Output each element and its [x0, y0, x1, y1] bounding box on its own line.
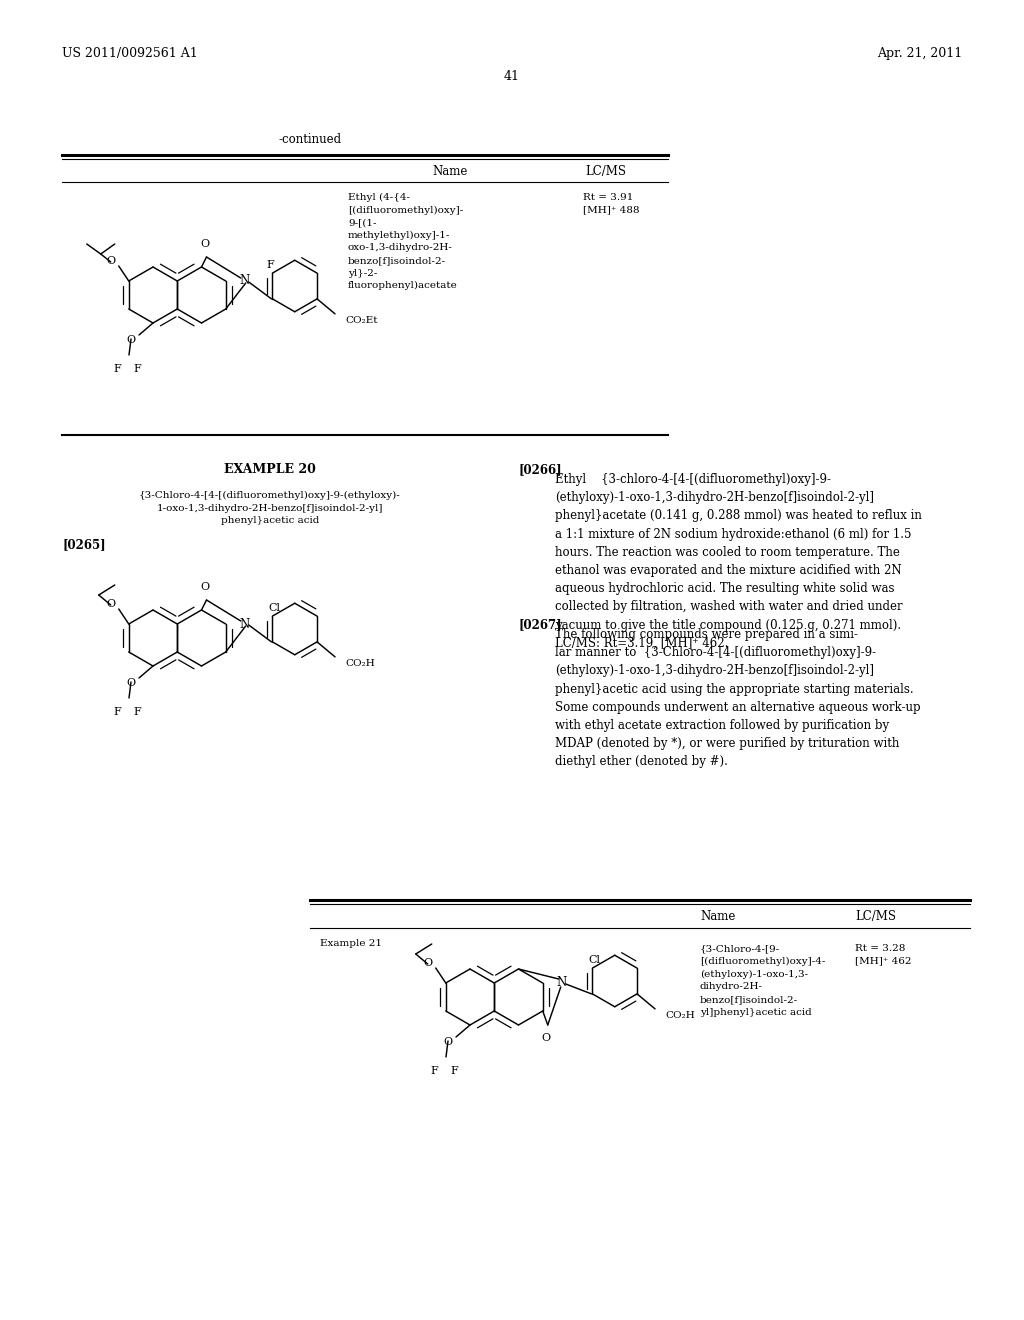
Text: -continued: -continued — [279, 133, 342, 147]
Text: 41: 41 — [504, 70, 520, 83]
Text: O: O — [443, 1038, 453, 1047]
Text: [0265]: [0265] — [62, 539, 105, 550]
Text: Ethyl (4-{4-
[(difluoromethyl)oxy]-
9-[(1-
methylethyl)oxy]-1-
oxo-1,3-dihydro-2: Ethyl (4-{4- [(difluoromethyl)oxy]- 9-[(… — [348, 193, 463, 290]
Text: O: O — [106, 599, 116, 609]
Text: CO₂H: CO₂H — [345, 660, 375, 668]
Text: F: F — [113, 364, 121, 374]
Text: CO₂H: CO₂H — [665, 1011, 695, 1020]
Text: F: F — [133, 364, 141, 374]
Text: N: N — [240, 275, 250, 288]
Text: CO₂Et: CO₂Et — [345, 317, 378, 326]
Text: F: F — [266, 260, 274, 271]
Text: O: O — [126, 335, 135, 345]
Text: [0267]: [0267] — [519, 618, 562, 631]
Text: O: O — [200, 582, 209, 591]
Text: [0266]: [0266] — [519, 463, 562, 477]
Text: Apr. 21, 2011: Apr. 21, 2011 — [877, 48, 962, 59]
Text: O: O — [200, 239, 209, 249]
Text: Cl: Cl — [589, 956, 600, 965]
Text: {3-Chloro-4-[4-[(difluoromethyl)oxy]-9-(ethyloxy)-
1-oxo-1,3-dihydro-2H-benzo[f]: {3-Chloro-4-[4-[(difluoromethyl)oxy]-9-(… — [139, 491, 400, 525]
Text: Name: Name — [432, 165, 467, 178]
Text: {3-Chloro-4-[9-
[(difluoromethyl)oxy]-4-
(ethyloxy)-1-oxo-1,3-
dihydro-2H-
benzo: {3-Chloro-4-[9- [(difluoromethyl)oxy]-4-… — [700, 944, 825, 1016]
Text: F: F — [451, 1067, 458, 1076]
Text: LC/MS: LC/MS — [855, 909, 896, 923]
Text: Example 21: Example 21 — [319, 939, 382, 948]
Text: O: O — [423, 958, 432, 968]
Text: F: F — [133, 708, 141, 717]
Text: Name: Name — [700, 909, 735, 923]
Text: N: N — [557, 977, 567, 990]
Text: The following compounds were prepared in a simi-
lar manner to  {3-Chloro-4-[4-[: The following compounds were prepared in… — [555, 628, 921, 768]
Text: Cl: Cl — [268, 603, 281, 612]
Text: O: O — [541, 1034, 550, 1043]
Text: Ethyl    {3-chloro-4-[4-[(difluoromethyl)oxy]-9-
(ethyloxy)-1-oxo-1,3-dihydro-2H: Ethyl {3-chloro-4-[4-[(difluoromethyl)ox… — [555, 473, 922, 649]
Text: LC/MS: LC/MS — [585, 165, 626, 178]
Text: EXAMPLE 20: EXAMPLE 20 — [224, 463, 316, 477]
Text: O: O — [106, 256, 116, 267]
Text: F: F — [113, 708, 121, 717]
Text: US 2011/0092561 A1: US 2011/0092561 A1 — [62, 48, 198, 59]
Text: Rt = 3.91
[MH]⁺ 488: Rt = 3.91 [MH]⁺ 488 — [583, 193, 640, 214]
Text: N: N — [240, 618, 250, 631]
Text: Rt = 3.28
[MH]⁺ 462: Rt = 3.28 [MH]⁺ 462 — [855, 944, 911, 966]
Text: F: F — [430, 1067, 438, 1076]
Text: O: O — [126, 678, 135, 688]
